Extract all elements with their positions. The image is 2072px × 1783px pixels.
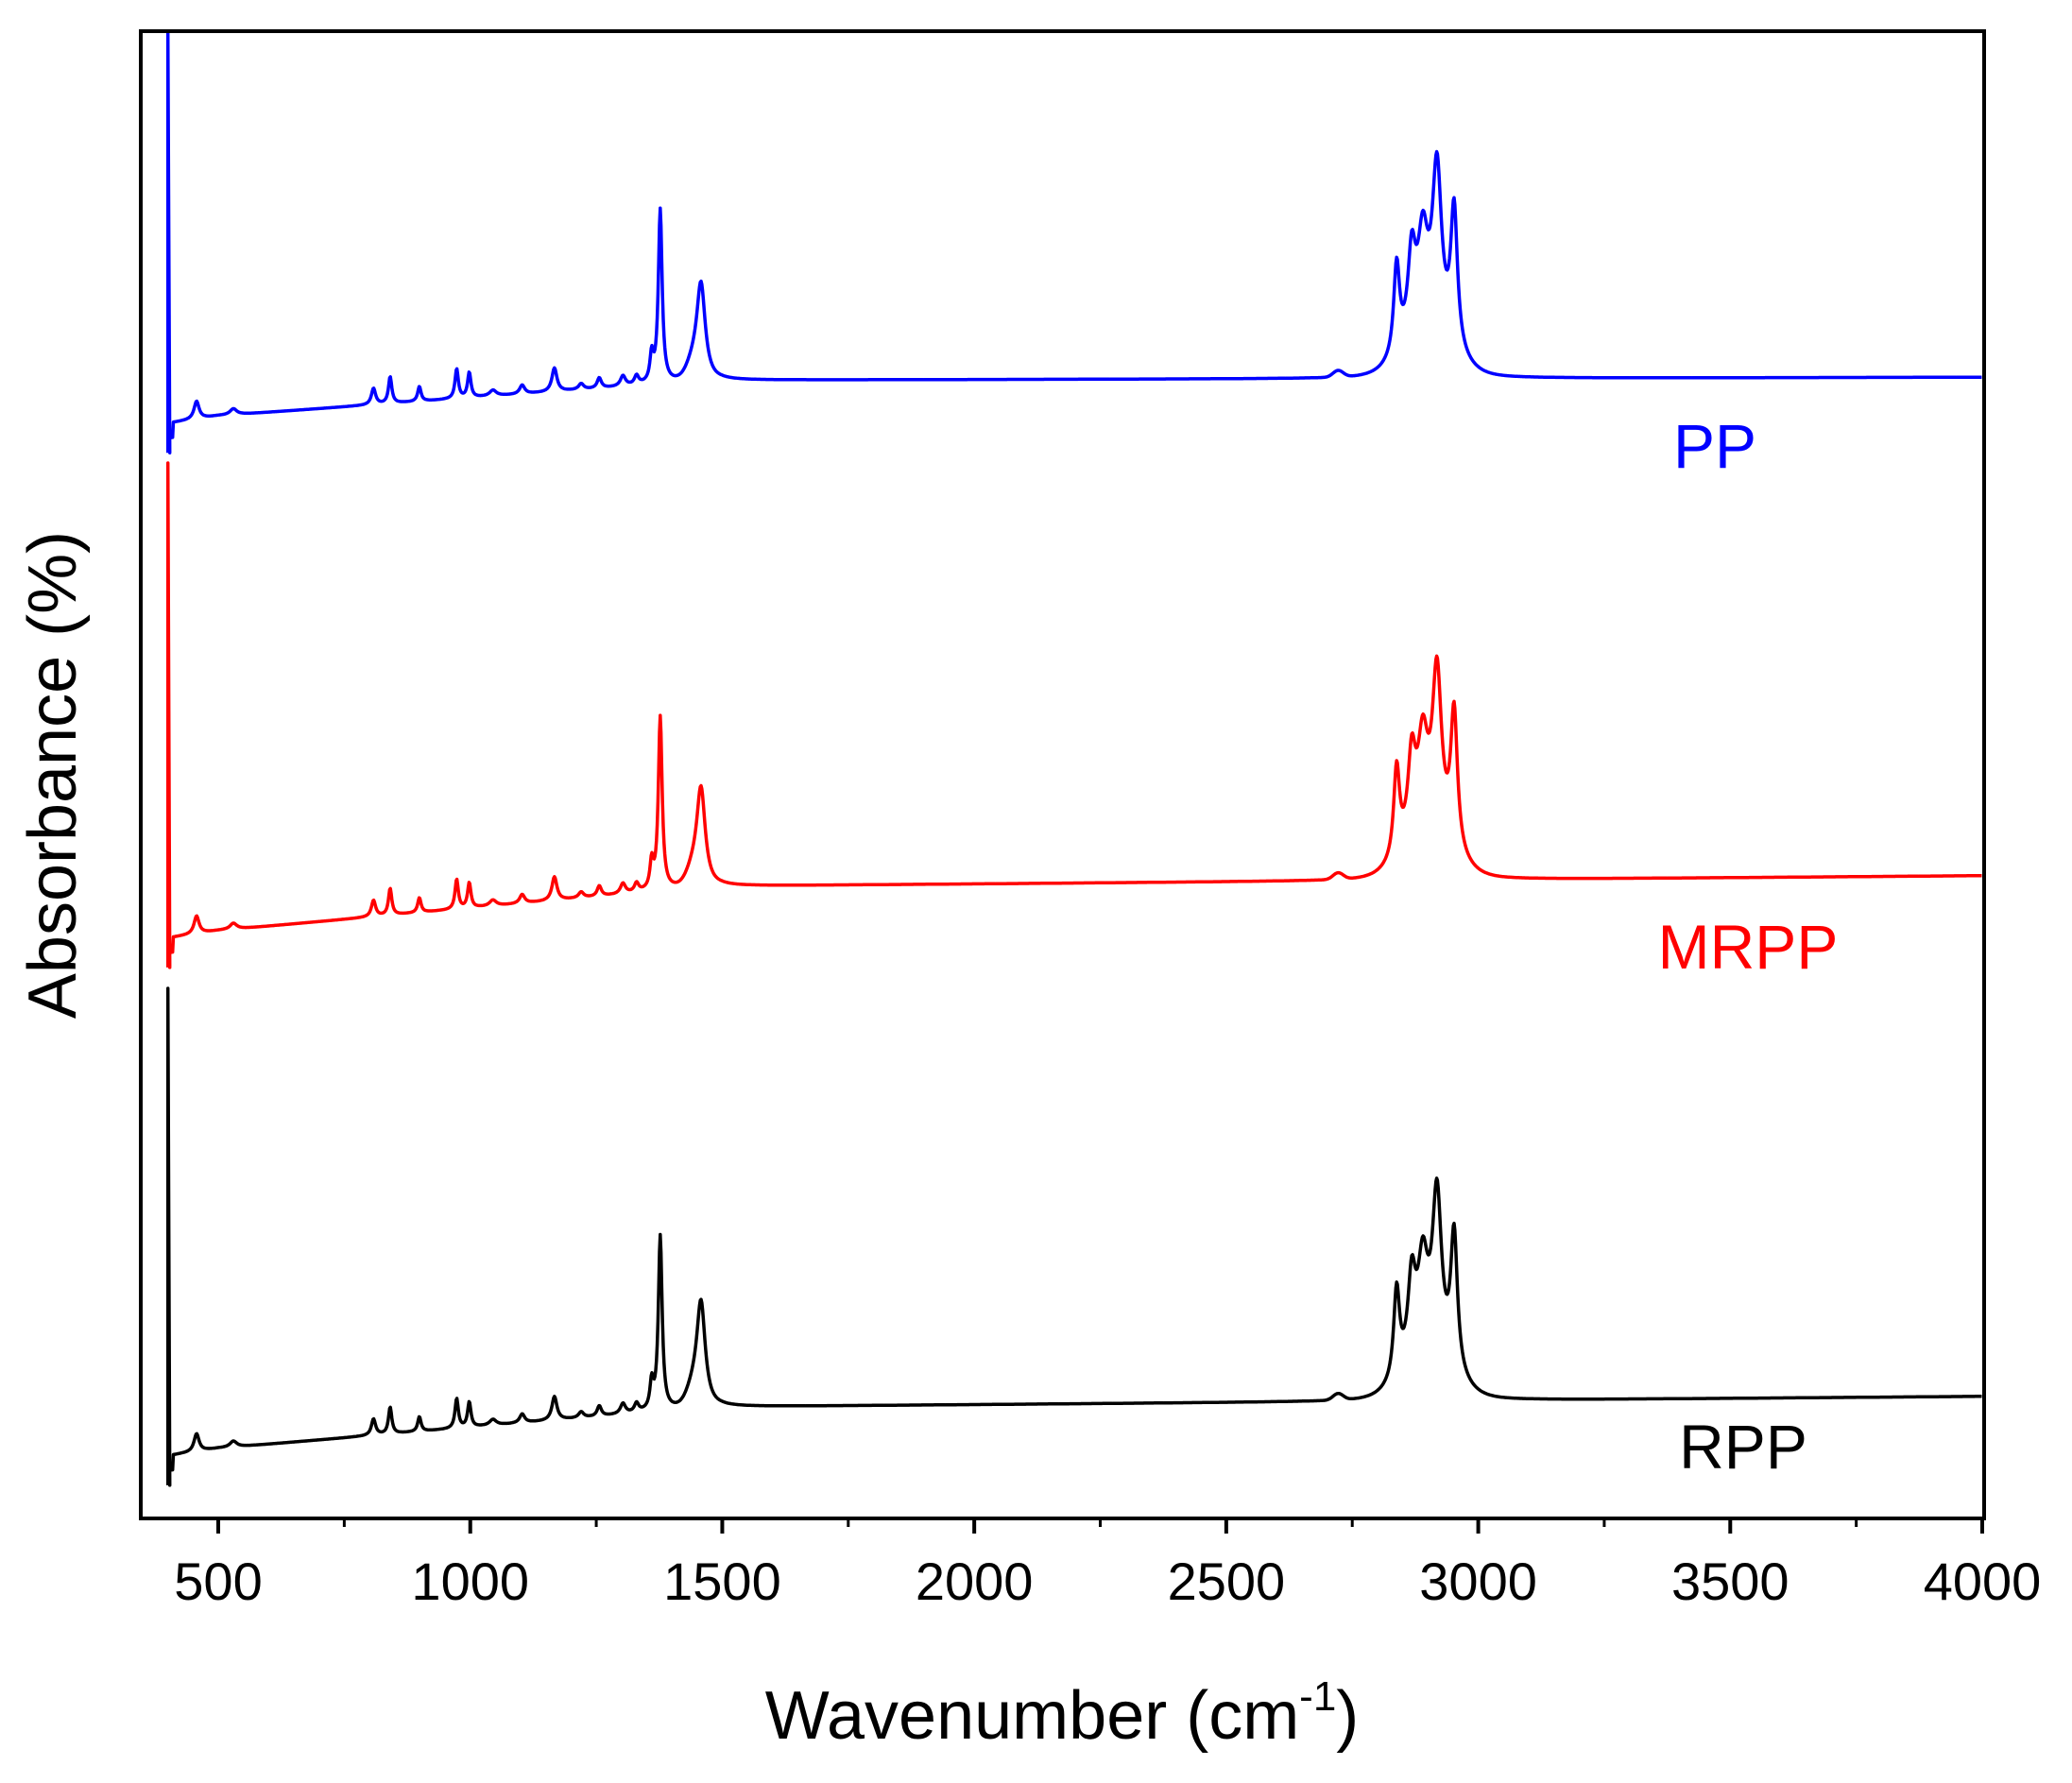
- y-axis-title: Absorbance (%): [15, 531, 91, 1019]
- x-tick-label: 500: [174, 1552, 262, 1611]
- x-axis-title: Wavenumber (cm-1): [765, 1673, 1360, 1754]
- series-line-mrpp: [165, 461, 1983, 969]
- x-axis-title-main: Wavenumber (cm: [765, 1678, 1299, 1754]
- series-line-rpp: [165, 986, 1983, 1487]
- x-axis-ticks: 500 1000 1500 2000 2500 3000 3500 4000: [174, 1518, 2041, 1611]
- series-line-pp: [165, 31, 1983, 454]
- x-tick-label: 1500: [663, 1552, 781, 1611]
- x-tick-label: 3500: [1671, 1552, 1789, 1611]
- x-tick-label: 2500: [1168, 1552, 1286, 1611]
- x-tick-label: 1000: [411, 1552, 529, 1611]
- series-label-mrpp: MRPP: [1658, 912, 1839, 982]
- series-label-pp: PP: [1673, 411, 1756, 481]
- x-tick-label: 3000: [1419, 1552, 1537, 1611]
- series-labels: PP MRPP RPP: [1658, 411, 1839, 1482]
- x-tick-label: 4000: [1924, 1552, 2042, 1611]
- series-label-rpp: RPP: [1679, 1412, 1807, 1482]
- x-tick-label: 2000: [916, 1552, 1034, 1611]
- x-axis-title-close: ): [1336, 1678, 1359, 1754]
- plot-frame: [139, 29, 1986, 1520]
- series-layer: [165, 31, 1983, 1487]
- x-axis-title-superscript: -1: [1299, 1673, 1336, 1720]
